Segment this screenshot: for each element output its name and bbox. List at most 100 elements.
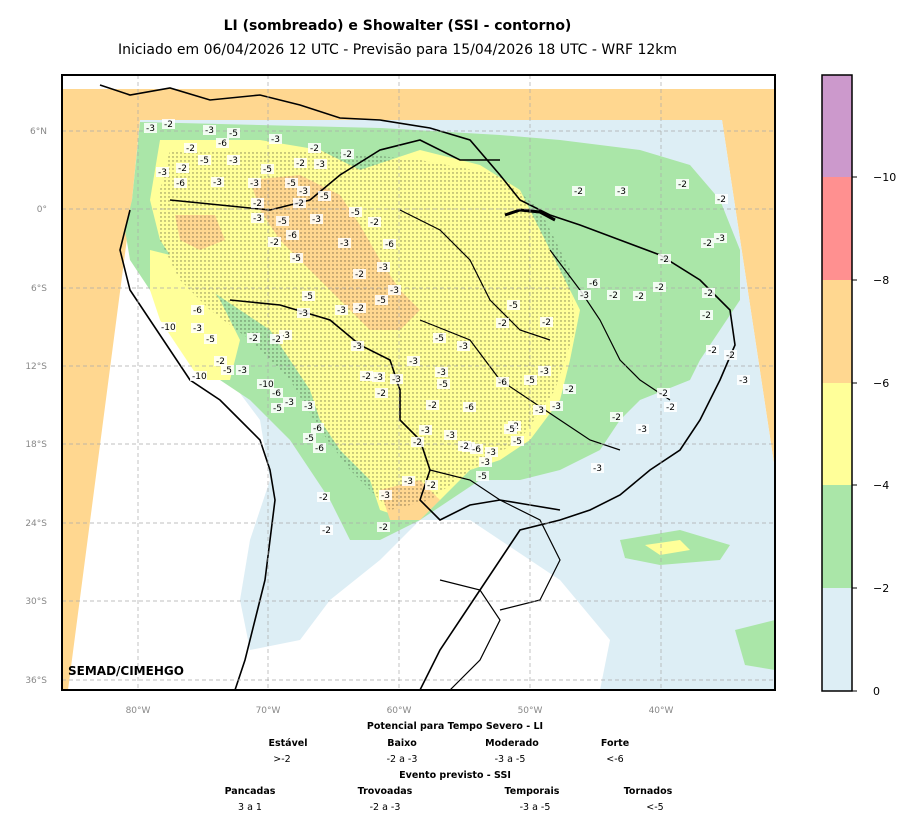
lat-label: 6°S bbox=[31, 284, 47, 294]
ssi-legend-pancadas: Pancadas bbox=[224, 786, 276, 797]
contour-label: -3 bbox=[381, 491, 390, 501]
li-legend-baixo: Baixo bbox=[387, 738, 417, 749]
contour-label-bg bbox=[353, 269, 366, 279]
contour-label-bg bbox=[375, 388, 388, 398]
colorbar-segment-5 bbox=[822, 75, 852, 177]
lon-label: 60°W bbox=[387, 706, 412, 716]
colorbar-segment-2 bbox=[822, 383, 852, 485]
contour-label-bg bbox=[261, 164, 274, 174]
contour-label: -5 bbox=[435, 334, 444, 344]
contour-label-bg bbox=[615, 186, 628, 196]
contour-label-bg bbox=[383, 239, 396, 249]
contour-label-bg bbox=[435, 367, 448, 377]
contour-label-bg bbox=[507, 300, 520, 310]
contour-label: -2 bbox=[216, 357, 225, 367]
li-legend-forte-range: <-6 bbox=[606, 754, 624, 765]
contour-label: -2 bbox=[355, 270, 364, 280]
contour-label-bg bbox=[485, 447, 498, 457]
contour-label-bg bbox=[276, 216, 289, 226]
contour-label-bg bbox=[533, 405, 546, 415]
contour-label: -2 bbox=[702, 311, 711, 321]
lat-label: 0° bbox=[37, 205, 47, 215]
contour-label: -5 bbox=[377, 296, 386, 306]
contour-label-bg bbox=[290, 253, 303, 263]
contour-label-bg bbox=[293, 198, 306, 208]
contour-label-bg bbox=[216, 138, 229, 148]
map-subtitle: Iniciado em 06/04/2026 12 UTC - Previsão… bbox=[117, 42, 678, 58]
contour-label: -3 bbox=[487, 448, 496, 458]
contour-label: -6 bbox=[589, 279, 598, 289]
contour-label: -3 bbox=[739, 376, 748, 386]
contour-label-bg bbox=[657, 388, 670, 398]
contour-label-bg bbox=[279, 330, 292, 340]
contour-label: -2 bbox=[319, 493, 328, 503]
contour-label: -3 bbox=[158, 168, 167, 178]
ssi-legend-pancadas-range: 3 a 1 bbox=[238, 802, 262, 813]
contour-label: -3 bbox=[552, 402, 561, 412]
contour-label: -2 bbox=[655, 283, 664, 293]
contour-label: -3 bbox=[337, 306, 346, 316]
contour-label: -3 bbox=[535, 406, 544, 416]
contour-label-bg bbox=[176, 163, 189, 173]
contour-label-bg bbox=[633, 291, 646, 301]
contour-label: -2 bbox=[355, 304, 364, 314]
contour-label-bg bbox=[268, 237, 281, 247]
contour-label: -3 bbox=[299, 187, 308, 197]
watermark: SEMAD/CIMEHGO bbox=[68, 664, 184, 678]
li-4-6-atlantic bbox=[645, 540, 690, 555]
contour-label-bg bbox=[297, 186, 310, 196]
li-legend-moderado: Moderado bbox=[485, 738, 539, 749]
contour-label-bg bbox=[269, 134, 282, 144]
contour-label-bg bbox=[496, 318, 509, 328]
li-2-4-southeast bbox=[735, 620, 775, 670]
contour-label-bg bbox=[285, 178, 298, 188]
contour-label: -3 bbox=[446, 431, 455, 441]
contour-label: -2 bbox=[703, 239, 712, 249]
contour-label: -2 bbox=[612, 413, 621, 423]
contour-label: -3 bbox=[304, 402, 313, 412]
contour-label-bg bbox=[653, 282, 666, 292]
contour-label: -2 bbox=[635, 292, 644, 302]
contour-label-bg bbox=[407, 356, 420, 366]
contour-label-bg bbox=[470, 444, 483, 454]
contour-label: -5 bbox=[200, 156, 209, 166]
contour-label: -5 bbox=[305, 434, 314, 444]
contour-label: -3 bbox=[238, 366, 247, 376]
contour-label: -6 bbox=[176, 179, 185, 189]
contour-label-bg bbox=[251, 198, 264, 208]
contour-label-bg bbox=[302, 401, 315, 411]
contour-label: -3 bbox=[213, 178, 222, 188]
contour-label: -6 bbox=[193, 306, 202, 316]
contour-label-bg bbox=[504, 424, 517, 434]
contour-label: -5 bbox=[526, 376, 535, 386]
contour-label-bg bbox=[227, 128, 240, 138]
contour-label-bg bbox=[463, 402, 476, 412]
colorbar-label: 0 bbox=[873, 685, 880, 698]
contour-label: -5 bbox=[509, 301, 518, 311]
contour-label-bg bbox=[587, 278, 600, 288]
uruguay-argentina bbox=[439, 579, 501, 690]
contour-label-bg bbox=[270, 388, 283, 398]
contour-label: -6 bbox=[315, 444, 324, 454]
contour-label: -3 bbox=[253, 214, 262, 224]
lon-label: 70°W bbox=[256, 706, 281, 716]
contour-label-bg bbox=[294, 158, 307, 168]
contour-label-bg bbox=[302, 291, 315, 301]
contour-label-bg bbox=[308, 143, 321, 153]
contour-label: -2 bbox=[428, 401, 437, 411]
contour-label-bg bbox=[701, 238, 714, 248]
contour-label: -2 bbox=[295, 199, 304, 209]
lat-label: 30°S bbox=[25, 597, 47, 607]
contour-label: -3 bbox=[481, 458, 490, 468]
contour-label-bg bbox=[286, 230, 299, 240]
lat-label: 6°N bbox=[30, 127, 47, 137]
contour-label: -3 bbox=[617, 187, 626, 197]
contour-label-bg bbox=[457, 341, 470, 351]
contour-label: -2 bbox=[660, 255, 669, 265]
contour-label-bg bbox=[368, 217, 381, 227]
contour-label-bg bbox=[658, 254, 671, 264]
contour-label: -2 bbox=[296, 159, 305, 169]
contour-label-bg bbox=[411, 437, 424, 447]
contour-label: -6 bbox=[498, 378, 507, 388]
